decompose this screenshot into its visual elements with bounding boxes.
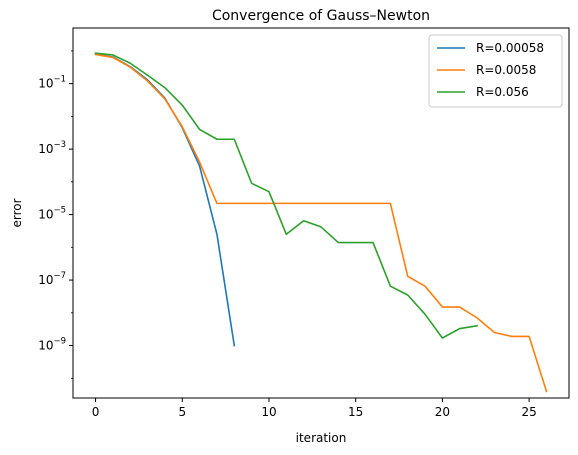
x-axis-label: iteration: [296, 431, 347, 445]
legend: R=0.00058 R=0.0058 R=0.056: [428, 34, 563, 108]
series-line-2: [94, 53, 548, 393]
x-tick-label: 10: [261, 405, 276, 419]
y-axis: 10−9 10−7 10−5 10−3 10−1: [38, 50, 73, 379]
x-tick-label: 20: [435, 405, 450, 419]
chart-title: Convergence of Gauss–Newton: [212, 8, 430, 24]
legend-label: R=0.0058: [476, 63, 536, 77]
legend-label: R=0.056: [476, 85, 529, 99]
x-tick-label: 25: [521, 405, 536, 419]
series-line-3: [94, 52, 478, 339]
y-tick-label: 10−9: [38, 337, 66, 353]
y-tick-label: 10−3: [38, 140, 66, 156]
series-line-1: [94, 53, 236, 347]
y-tick-label: 10−1: [38, 75, 66, 91]
series-layer: [94, 52, 548, 393]
y-tick-label: 10−7: [38, 271, 66, 287]
y-axis-label: error: [10, 198, 24, 227]
x-tick-label: 5: [178, 405, 186, 419]
plot-frame: [72, 27, 570, 399]
legend-label: R=0.00058: [476, 41, 544, 55]
legend-box: [428, 34, 563, 108]
x-tick-label: 15: [348, 405, 363, 419]
x-axis: 0 5 10 15 20 25: [92, 398, 537, 419]
x-tick-label: 0: [92, 405, 100, 419]
y-tick-label: 10−5: [38, 206, 66, 222]
